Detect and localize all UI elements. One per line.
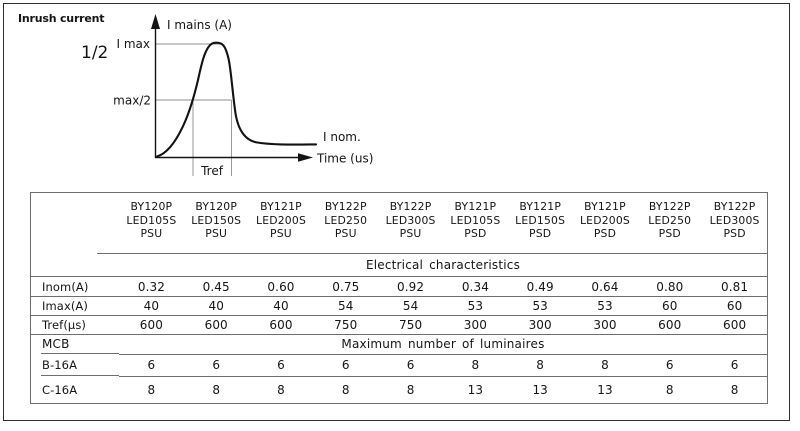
column-header: BY121P LED200S PSU [255,200,306,240]
table-cell: 600 [702,316,767,335]
imax-label: I max [117,37,151,51]
section-row-electrical: Electrical characteristics [31,253,767,278]
table-cell: 6 [378,355,443,377]
table-cell: 60 [637,297,703,316]
table-cell: 600 [183,316,249,335]
table-cell: 8 [730,382,739,397]
characteristics-table-grid: BY120P LED105S PSU BY120P LED150S PSU BY… [31,193,767,403]
tref-label: Tref [200,164,224,178]
row-label: MCB [31,335,119,355]
inrush-current-graph: I mains (A) I max max/2 I nom. Time (us)… [113,14,373,178]
table-row-mcb: MCB Maximum number of luminaires [31,335,767,355]
header-underline [97,253,767,254]
column-header: BY120P LED105S PSU [126,200,177,240]
table-cell: 8 [212,382,221,397]
header-empty-cell [31,193,119,253]
row-label: Tref(µs) [31,316,119,335]
table-cell: 53 [442,297,508,316]
table-cell: 8 [442,355,508,377]
table-cell: 0.81 [702,277,767,298]
table-header-row: BY120P LED105S PSU BY120P LED150S PSU BY… [31,193,767,253]
table-cell: 0.92 [378,277,443,298]
table-cell: 0.34 [442,277,508,298]
table-cell: 600 [637,316,703,335]
column-header: BY122P LED250 PSD [648,200,692,240]
table-cell: 6 [637,355,703,377]
section-electrical-heading: Electrical characteristics [119,253,767,278]
table-cell: 300 [572,316,638,335]
table-cell: 0.49 [507,277,573,298]
row-label: C-16A [42,382,78,397]
table-cell: 750 [378,316,443,335]
inom-label: I nom. [323,130,361,144]
row-label: B-16A [31,355,119,377]
table-row-c16a: C-16A 8 8 8 8 8 13 13 13 8 8 [31,377,767,403]
table-cell: 600 [119,316,184,335]
table-cell: 750 [313,316,379,335]
y-axis-arrow-icon [151,14,160,29]
table-cell: 0.64 [572,277,638,298]
table-cell: 8 [277,382,285,397]
table-cell: 8 [665,382,674,397]
section-luminaires-heading: Maximum number of luminaires [119,335,767,355]
table-cell: 13 [532,382,548,397]
column-header: BY121P LED200S PSD [579,200,630,240]
column-header: BY120P LED150S PSU [191,200,242,240]
table-cell: 60 [702,297,767,316]
table-cell: 0.32 [119,277,184,298]
table-cell: 53 [507,297,573,316]
table-cell: 8 [507,355,573,377]
table-cell: 0.45 [183,277,249,298]
column-header: BY121P LED150S PSD [515,200,566,240]
table-cell: 13 [597,382,613,397]
table-cell: 40 [119,297,184,316]
column-header: BY122P LED250 PSU [324,200,368,240]
row-label: Imax(A) [31,297,119,316]
half-max-label: max/2 [113,94,151,108]
y-axis-label: I mains (A) [167,18,232,32]
column-header: BY122P LED300S PSD [709,200,760,240]
table-cell: 6 [119,355,184,377]
column-header: BY122P LED300S PSU [385,200,436,240]
row-label: Inom(A) [31,277,119,298]
table-cell: 53 [572,297,638,316]
table-cell: 0.75 [313,277,379,298]
table-cell: 0.60 [248,277,314,298]
table-cell: 300 [507,316,573,335]
table-cell: 8 [147,382,156,397]
table-cell: 600 [248,316,314,335]
table-row-tref: Tref(µs) 600 600 600 750 750 300 300 300… [31,316,767,335]
table-cell: 6 [183,355,249,377]
table-cell: 8 [572,355,638,377]
table-row-inom: Inom(A) 0.32 0.45 0.60 0.75 0.92 0.34 0.… [31,277,767,298]
table-cell: 40 [183,297,249,316]
table-cell: 40 [248,297,314,316]
characteristics-table: BY120P LED105S PSU BY120P LED150S PSU BY… [30,192,768,404]
table-cell: 6 [248,355,314,377]
table-cell: 6 [702,355,767,377]
table-cell: 8 [406,382,415,397]
table-cell: 13 [467,382,484,397]
table-cell: 0.80 [637,277,703,298]
table-cell: 300 [442,316,508,335]
x-axis-label: Time (us) [316,152,373,166]
page-title: Inrush current [18,12,105,25]
page-number-fraction: 1/2 [81,43,109,63]
inrush-current-curve [155,41,318,158]
x-axis-arrow-icon [298,153,313,162]
table-row-b16a: B-16A 6 6 6 6 6 8 8 8 6 6 [31,355,767,377]
table-cell: 8 [341,382,350,397]
table-cell: 54 [378,297,443,316]
section-empty-cell [31,253,119,278]
table-cell: 6 [313,355,379,377]
page-border [3,3,790,421]
column-header: BY121P LED105S PSD [450,200,501,240]
table-row-imax: Imax(A) 40 40 40 54 54 53 53 53 60 60 [31,297,767,316]
table-cell: 54 [313,297,379,316]
